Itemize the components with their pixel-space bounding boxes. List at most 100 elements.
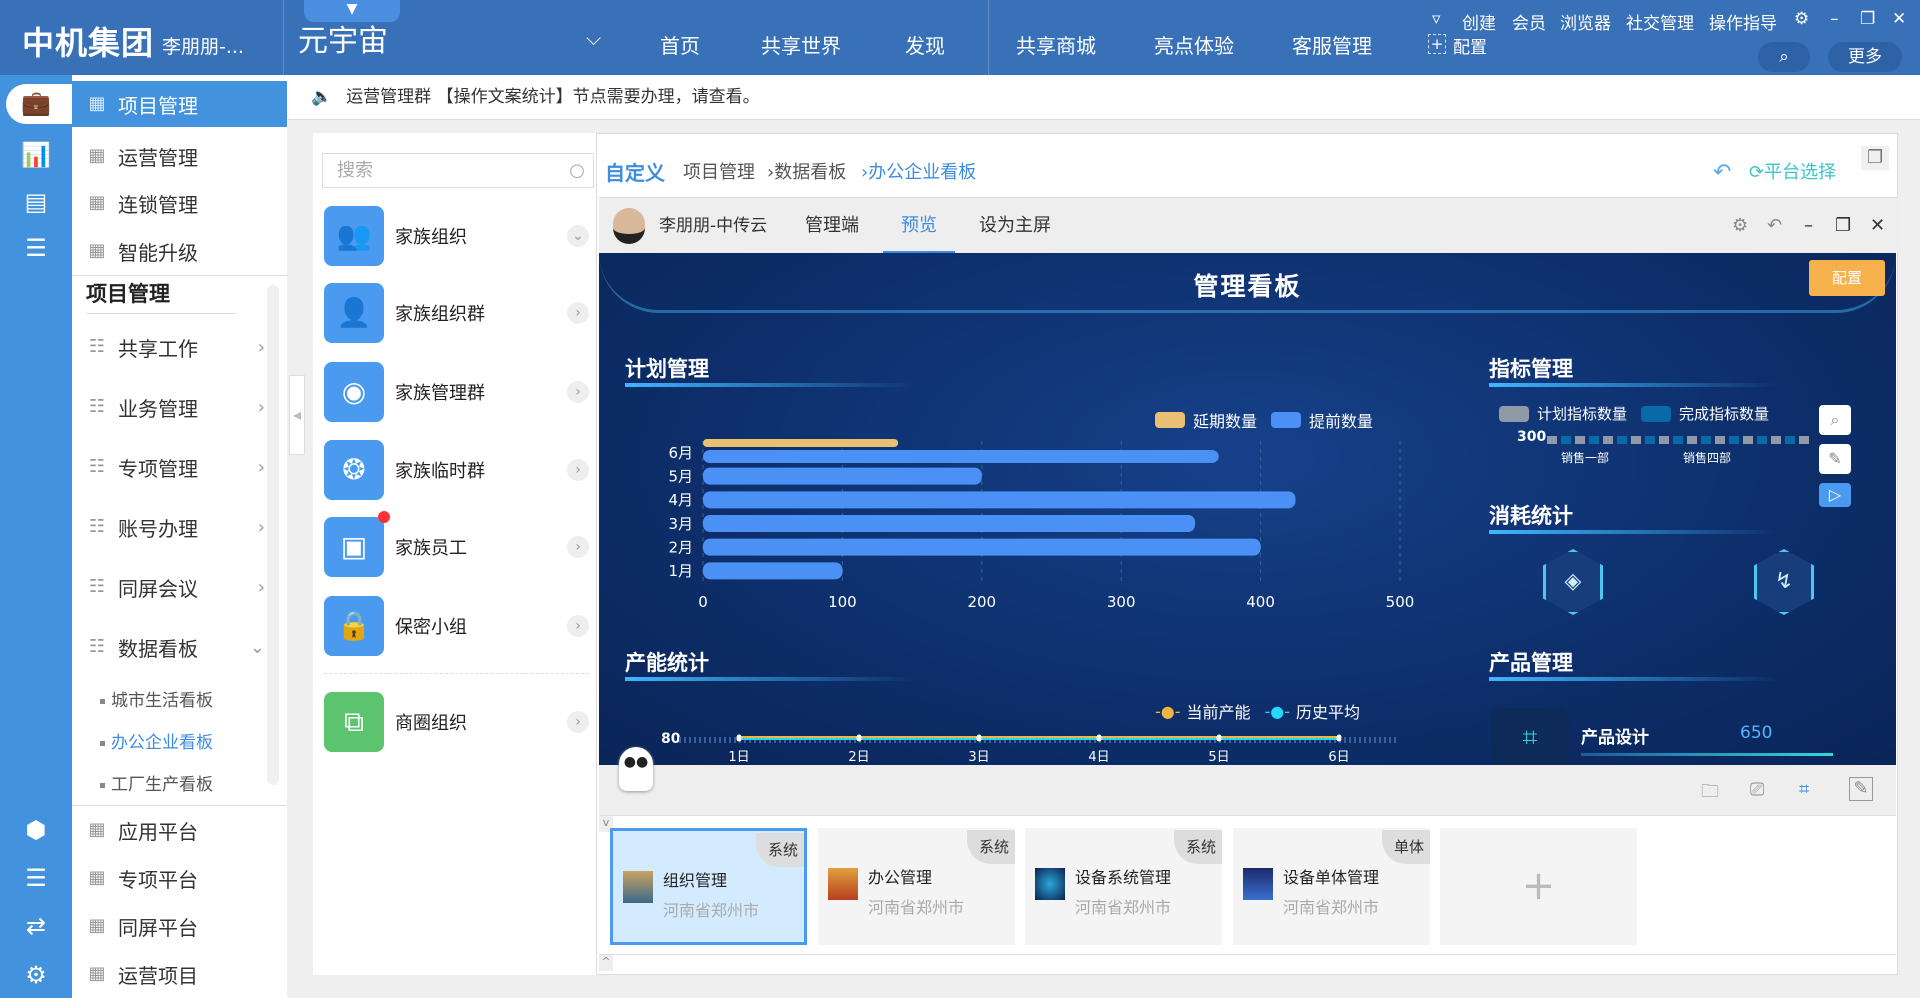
layers-icon[interactable]: ☰ (25, 234, 47, 262)
nav-special-platform[interactable]: ▦ 专项平台 (72, 855, 287, 901)
nav-board-city[interactable]: 城市生活看板 (100, 686, 213, 711)
play-icon[interactable]: ▷ (1819, 483, 1851, 507)
undo-icon[interactable]: ↶ (1767, 215, 1783, 236)
add-card-button[interactable]: + (1440, 828, 1637, 945)
nav-chain[interactable]: ▦ 连锁管理 (72, 180, 287, 226)
space-title[interactable]: 元宇宙 (298, 24, 388, 59)
nav-group-meeting[interactable]: ☷ 同屏会议 › (72, 564, 287, 610)
cube-icon[interactable]: ⬢ (25, 816, 47, 844)
nav-project-mgmt[interactable]: ▦ 项目管理 (72, 81, 287, 127)
link-social[interactable]: 社交管理 (1626, 14, 1694, 34)
plus-icon[interactable]: + (1428, 34, 1446, 54)
nav-operations[interactable]: ▦ 运营管理 (72, 133, 287, 179)
scrollbar[interactable] (267, 285, 279, 785)
nav-ops-project[interactable]: ▦ 运营项目 (72, 951, 287, 997)
nav-upgrade[interactable]: ▦ 智能升级 (72, 228, 287, 274)
chevron-right-icon[interactable]: › (567, 536, 589, 558)
link-member[interactable]: 会员 (1512, 14, 1546, 34)
search-button[interactable]: ⌕ (1758, 42, 1810, 72)
notice-bar[interactable]: 🔈 运营管理群 【操作文案统计】节点需要办理，请查看。 (287, 75, 1920, 120)
list-item[interactable]: ⧉ 商圈组织 › (324, 692, 589, 752)
tab-set-home[interactable]: 设为主屏 (979, 215, 1051, 236)
nav-home[interactable]: 首页 (660, 34, 700, 58)
nav-board-office[interactable]: 办公企业看板 (100, 728, 213, 753)
close-icon[interactable]: ✕ (1870, 215, 1886, 236)
briefcase-icon[interactable]: 💼 (21, 89, 51, 117)
card-device-system[interactable]: 系统 设备系统管理 河南省郑州市 (1025, 828, 1222, 945)
chevron-right-icon[interactable]: › (567, 381, 589, 403)
list-monitor-icon[interactable]: ▤ (24, 188, 48, 216)
collapse-icon[interactable]: v (599, 816, 613, 832)
edit-icon[interactable]: ✎ (1849, 777, 1873, 801)
filter-icon[interactable]: ▿ (1432, 9, 1441, 29)
config-link[interactable]: 配置 (1453, 38, 1487, 58)
config-button[interactable]: 配置 (1809, 260, 1885, 296)
nav-service[interactable]: 客服管理 (1292, 34, 1372, 58)
expand-icon[interactable]: ^ (599, 955, 613, 971)
nav-share-world[interactable]: 共享世界 (761, 34, 841, 58)
list-item[interactable]: 👤 家族组织群 › (324, 283, 589, 343)
gear-icon[interactable]: ⚙ (1794, 9, 1810, 29)
card-device-unit[interactable]: 单体 设备单体管理 河南省郑州市 (1233, 828, 1430, 945)
settings-box-icon[interactable]: ⚙ (25, 961, 47, 989)
custom-title[interactable]: 自定义 (605, 161, 665, 185)
list-item[interactable]: ❂ 家族临时群 › (324, 440, 589, 500)
back-icon[interactable]: ↶ (1713, 160, 1732, 185)
restore-icon[interactable]: ❐ (1860, 9, 1876, 29)
list-item[interactable]: 🔒 保密小组 › (324, 596, 589, 656)
chevron-right-icon[interactable]: › (567, 615, 589, 637)
user-name[interactable]: 李朋朋-... (162, 36, 244, 58)
chevron-right-icon[interactable]: › (567, 459, 589, 481)
avatar[interactable] (613, 208, 645, 244)
edit-icon[interactable]: ✎ (1819, 444, 1851, 474)
crumb-project[interactable]: 项目管理 (683, 162, 755, 183)
product-name: 产品设计 (1581, 728, 1649, 748)
robot-assistant-icon[interactable]: ●● (619, 747, 653, 791)
nav-highlights[interactable]: 亮点体验 (1154, 34, 1234, 58)
presentation-icon[interactable]: ⎚ (1750, 779, 1765, 800)
nav-mall[interactable]: 共享商城 (1016, 34, 1096, 58)
nav-discover[interactable]: 发现 (905, 34, 945, 58)
dropdown-tab-icon[interactable]: ▼ (304, 0, 400, 22)
chevron-right-icon[interactable]: › (567, 302, 589, 324)
more-button[interactable]: 更多 (1828, 42, 1902, 72)
chevron-down-icon[interactable]: ⌵ (586, 26, 602, 50)
minimize-icon[interactable]: – (1830, 9, 1839, 29)
card-office[interactable]: 系统 办公管理 河南省郑州市 (818, 828, 1015, 945)
minimize-icon[interactable]: – (1804, 215, 1813, 236)
chip-tool-icon[interactable]: ⌗ (1799, 779, 1810, 800)
nav-group-business[interactable]: ☷ 业务管理 › (72, 384, 287, 430)
zoom-icon[interactable]: ⌕ (1819, 405, 1851, 435)
platform-select[interactable]: ⟳平台选择 (1749, 162, 1837, 183)
folder-settings-icon[interactable]: 🗀 (1701, 781, 1719, 802)
nav-screen-platform[interactable]: ▦ 同屏平台 (72, 903, 287, 949)
nav-group-account[interactable]: ☷ 账号办理 › (72, 504, 287, 550)
chevron-down-icon[interactable]: ⌄ (567, 225, 589, 247)
tab-admin[interactable]: 管理端 (805, 215, 859, 236)
chevron-right-icon[interactable]: › (567, 711, 589, 733)
crumb-board[interactable]: ›数据看板 (767, 162, 847, 183)
nav-group-special[interactable]: ☷ 专项管理 › (72, 444, 287, 490)
card-org[interactable]: 系统 组织管理 河南省郑州市 (610, 828, 807, 945)
nav-group-share-work[interactable]: ☷ 共享工作 › (72, 324, 287, 370)
gear-icon[interactable]: ⚙ (1732, 215, 1749, 236)
nav-group-dashboard[interactable]: ☷ 数据看板 ⌄ (72, 624, 287, 670)
link-guide[interactable]: 操作指导 (1709, 14, 1777, 34)
copy-icon[interactable]: ❐ (1861, 146, 1890, 170)
link-create[interactable]: 创建 (1462, 14, 1496, 34)
transfer-icon[interactable]: ⇄ (25, 912, 47, 940)
list-item[interactable]: ▣ 家族员工 › (324, 511, 589, 577)
link-browser[interactable]: 浏览器 (1560, 14, 1611, 34)
list-item[interactable]: ◉ 家族管理群 › (324, 362, 589, 422)
nav-board-factory[interactable]: 工厂生产看板 (100, 770, 213, 795)
collapse-handle-icon[interactable]: ◂ (289, 375, 305, 455)
close-icon[interactable]: ✕ (1892, 9, 1907, 29)
chart-monitor-icon[interactable]: 📊 (21, 141, 51, 169)
list-item[interactable]: 👥 家族组织 ⌄ (324, 206, 589, 266)
nav-app-platform[interactable]: ▦ 应用平台 (72, 807, 287, 853)
tab-preview[interactable]: 预览 (883, 198, 955, 254)
stack-icon[interactable]: ☰ (25, 864, 47, 892)
restore-icon[interactable]: ❐ (1835, 215, 1852, 236)
search-input[interactable]: 搜索 ○ (322, 153, 594, 188)
crumb-office[interactable]: ›办公企业看板 (861, 162, 977, 183)
